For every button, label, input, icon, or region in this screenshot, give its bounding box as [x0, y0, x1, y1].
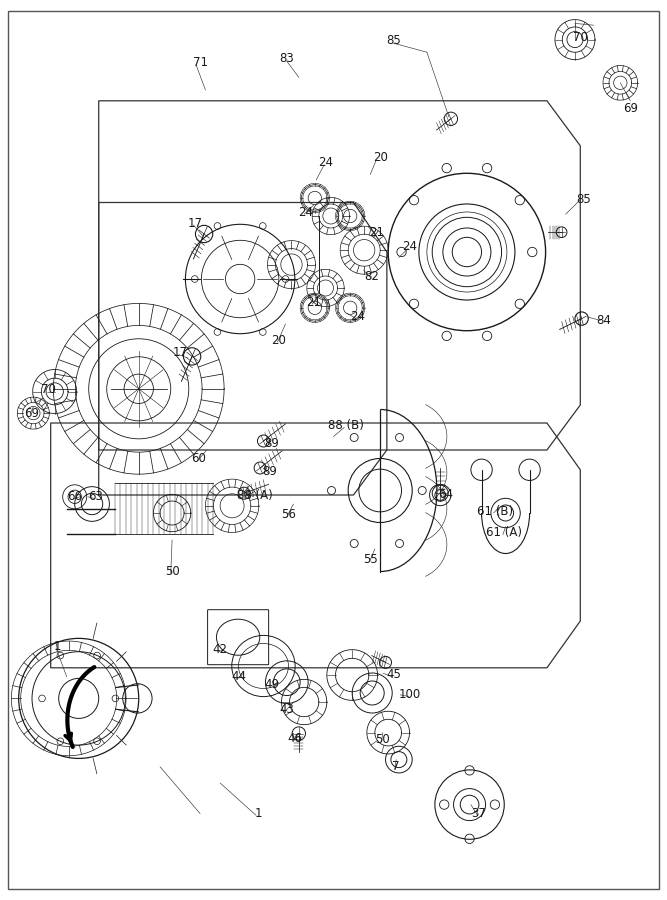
Text: 50: 50 [376, 734, 390, 746]
Text: 70: 70 [41, 383, 55, 396]
Text: 20: 20 [373, 151, 388, 164]
Text: 44: 44 [231, 670, 246, 683]
Text: 71: 71 [193, 57, 207, 69]
Text: 50: 50 [165, 565, 179, 578]
Text: 88 (B): 88 (B) [327, 419, 364, 432]
Text: 1: 1 [53, 640, 61, 652]
Text: 89: 89 [263, 465, 277, 478]
Text: 46: 46 [287, 732, 302, 744]
Text: 69: 69 [24, 408, 39, 420]
Text: 84: 84 [596, 314, 611, 327]
Text: 21: 21 [306, 296, 321, 309]
Text: 61 (B): 61 (B) [477, 505, 513, 518]
Text: 63: 63 [89, 491, 103, 503]
Text: 89: 89 [265, 437, 279, 450]
Text: 61 (A): 61 (A) [486, 526, 522, 539]
Text: 42: 42 [213, 644, 227, 656]
Text: 7: 7 [392, 760, 400, 773]
Text: 85: 85 [576, 194, 591, 206]
Text: 21: 21 [370, 226, 384, 239]
Text: 24: 24 [402, 240, 417, 253]
Text: 1: 1 [255, 807, 263, 820]
Text: 17: 17 [187, 217, 202, 230]
Text: 43: 43 [279, 703, 294, 716]
Text: 82: 82 [365, 270, 380, 283]
Text: 70: 70 [573, 32, 588, 44]
Text: 69: 69 [623, 102, 638, 114]
Text: 56: 56 [281, 508, 295, 521]
Text: 66: 66 [67, 491, 82, 503]
Text: 37: 37 [472, 807, 486, 820]
Text: 24: 24 [350, 310, 365, 323]
Text: 85: 85 [386, 34, 401, 47]
Text: 64: 64 [438, 489, 453, 501]
Text: 60: 60 [191, 453, 206, 465]
Text: 20: 20 [271, 334, 286, 346]
Text: 24: 24 [298, 206, 313, 219]
Text: 49: 49 [265, 678, 279, 690]
Text: 24: 24 [318, 156, 333, 168]
Text: 55: 55 [364, 554, 378, 566]
Text: 83: 83 [279, 52, 294, 65]
Text: 88 (A): 88 (A) [237, 489, 273, 501]
Text: 17: 17 [173, 346, 187, 359]
Text: 45: 45 [386, 669, 401, 681]
Text: 100: 100 [399, 688, 422, 701]
